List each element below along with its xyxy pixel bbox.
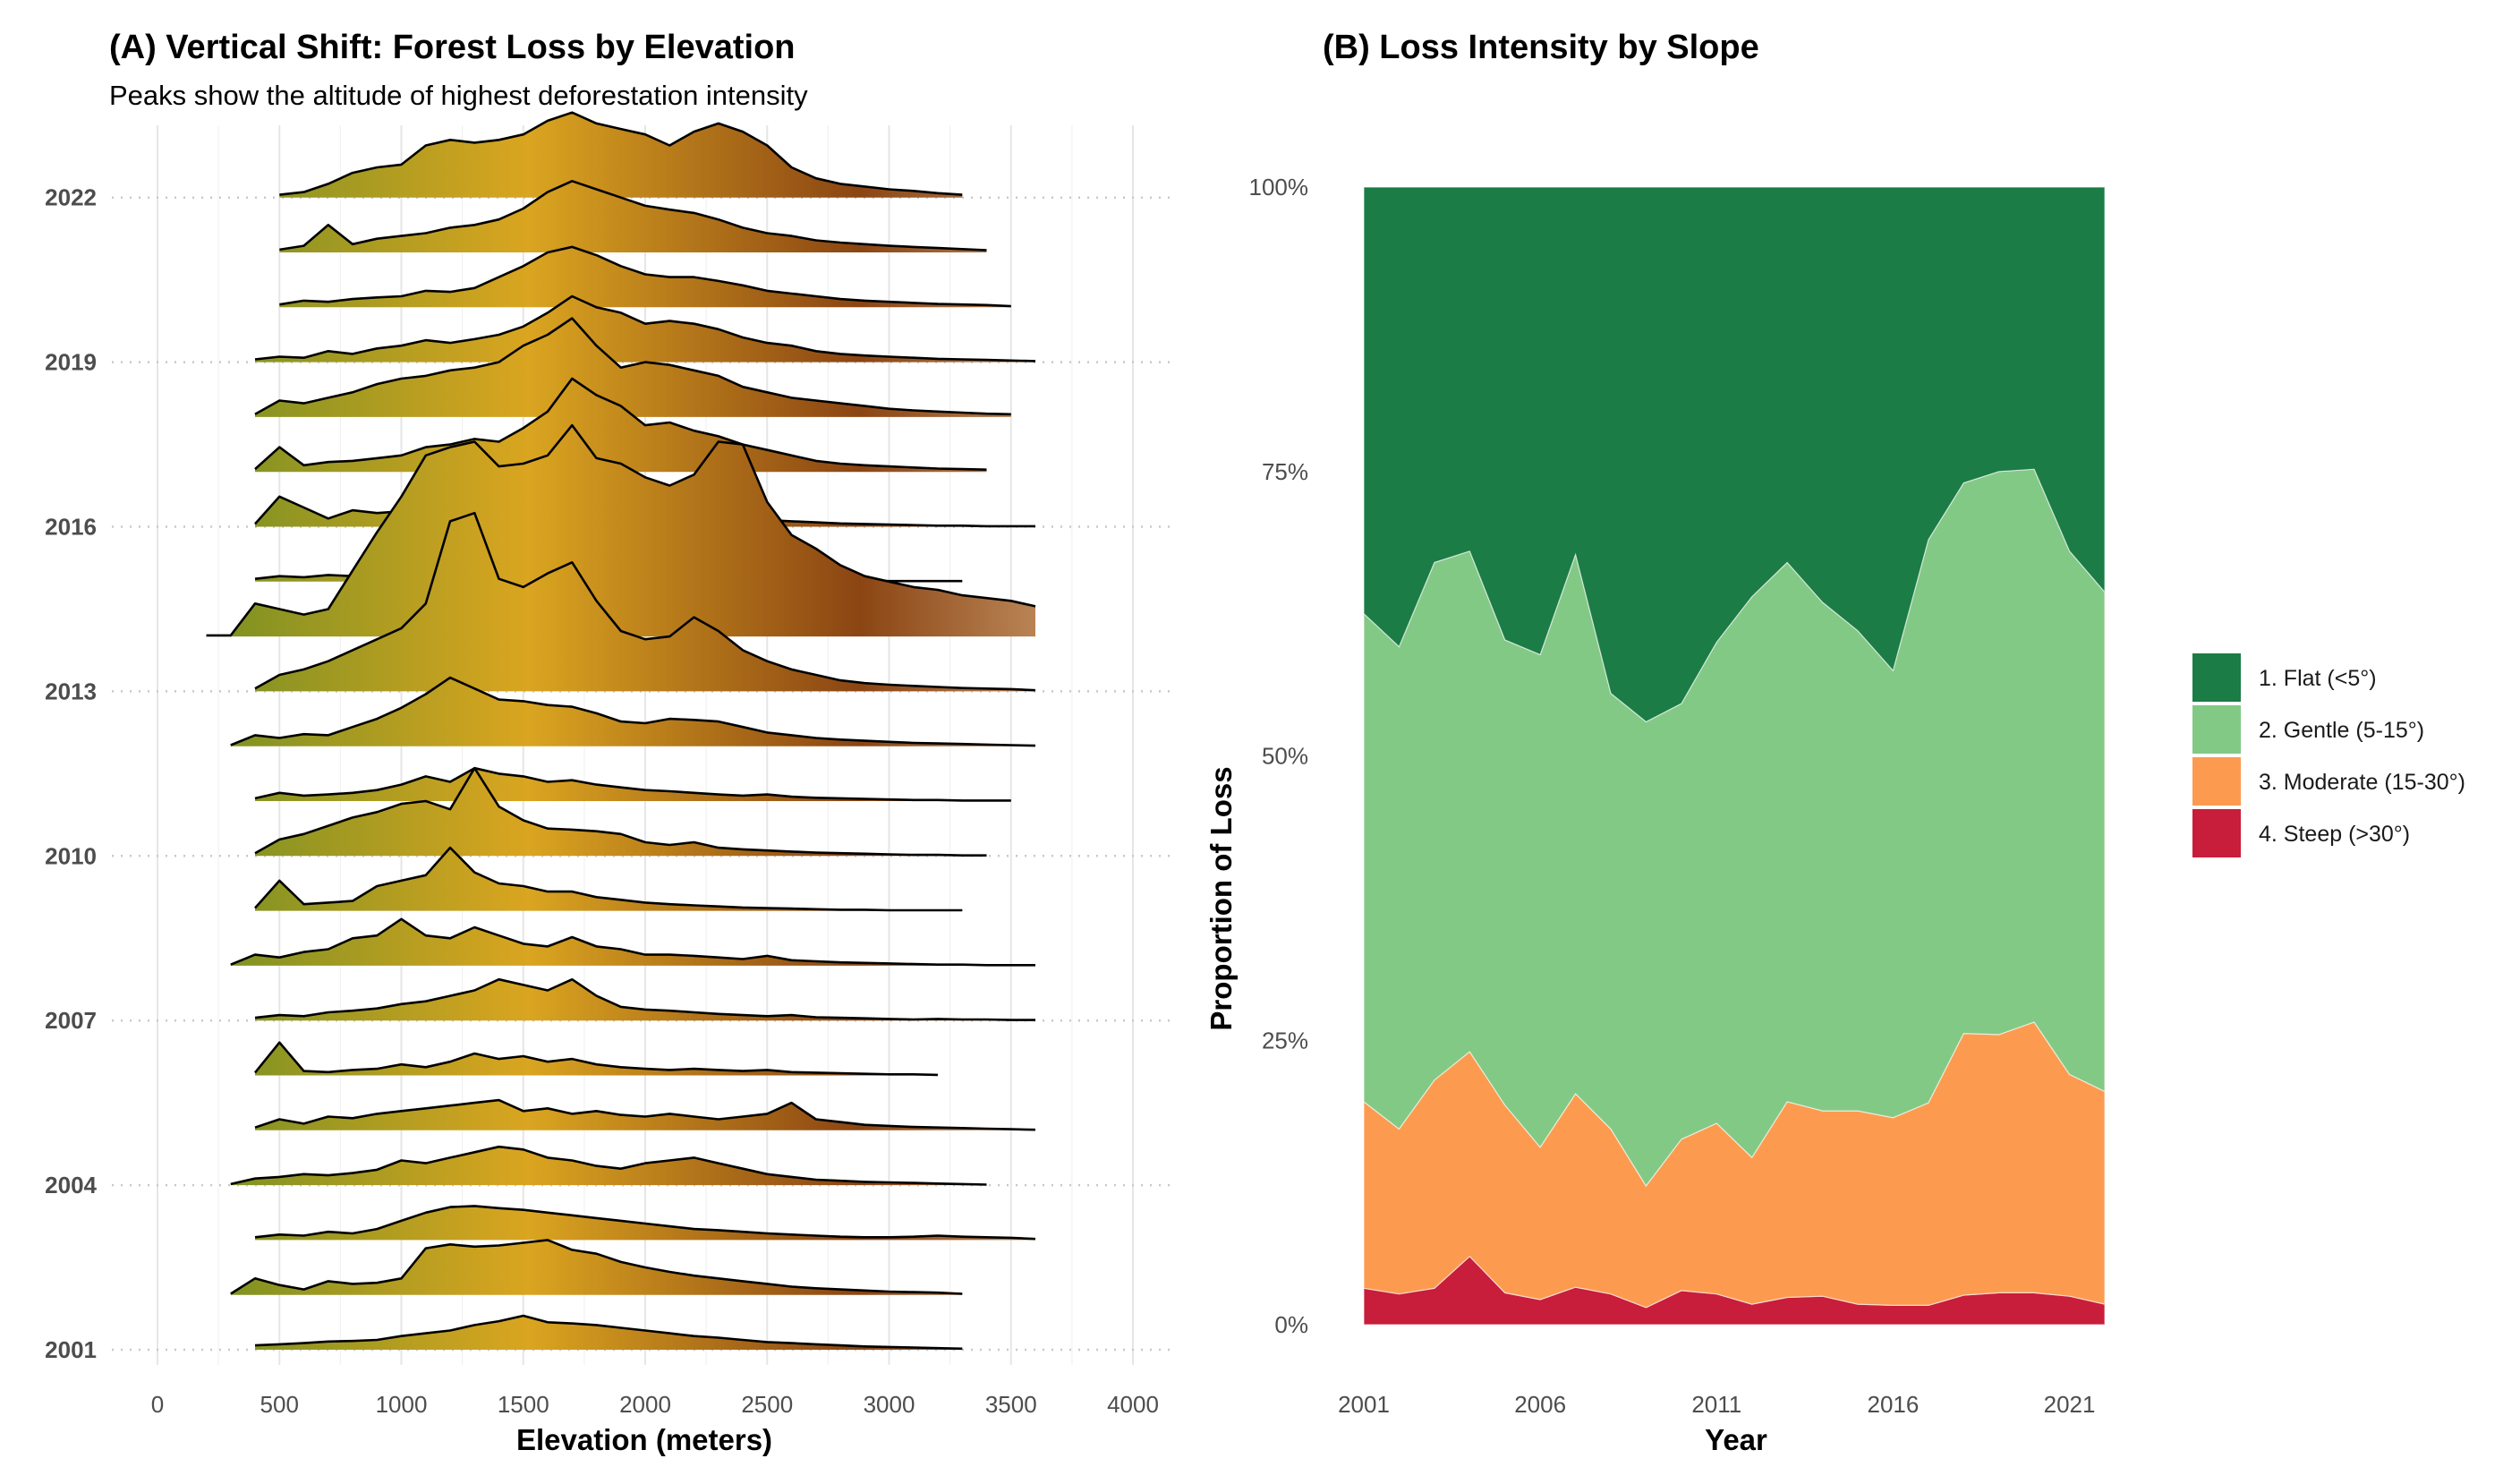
legend-label: 3. Moderate (15-30°) — [2259, 770, 2465, 795]
x-tick-label: 0 — [151, 1391, 164, 1418]
panel-b-x-ticks: 2001 2006 2011 2016 2021 — [1338, 1391, 2095, 1418]
y-tick-label: 0% — [1274, 1311, 1308, 1338]
x-tick-label: 1500 — [498, 1391, 549, 1418]
ridge-line-2010 — [254, 766, 987, 857]
ridge-line-2019 — [254, 294, 1036, 362]
ridge-line-2009 — [254, 846, 963, 912]
x-tick-label: 2500 — [741, 1391, 793, 1418]
y-tick-label-2022: 2022 — [45, 184, 97, 211]
ridge-fill-2010 — [255, 768, 987, 857]
panel-a-x-ticks: 0 500 1000 1500 2000 2500 3000 3500 4000 — [151, 1391, 1159, 1418]
x-tick-label: 2001 — [1338, 1391, 1390, 1418]
legend-label: 1. Flat (<5°) — [2259, 666, 2377, 691]
area-flat — [1363, 186, 2106, 723]
panel-a-x-label: Elevation (meters) — [516, 1423, 772, 1456]
ridge-fill-2003 — [255, 1206, 1035, 1241]
x-tick-label: 2000 — [619, 1391, 671, 1418]
x-tick-label: 3500 — [985, 1391, 1037, 1418]
panel-b-areas — [1363, 186, 2106, 1326]
panel-b-y-ticks: 0% 25% 50% 75% 100% — [1249, 174, 1309, 1338]
y-tick-label-2007: 2007 — [45, 1007, 97, 1034]
ridge-fill-2002 — [230, 1240, 963, 1295]
panel-a-subtitle: Peaks show the altitude of highest defor… — [109, 80, 808, 111]
x-tick-label: 2016 — [1868, 1391, 1920, 1418]
panel-b-y-label: Proportion of Loss — [1205, 766, 1238, 1030]
panel-a-title: (A) Vertical Shift: Forest Loss by Eleva… — [109, 29, 796, 66]
x-tick-label: 2006 — [1514, 1391, 1566, 1418]
y-tick-label: 75% — [1262, 458, 1308, 485]
ridge-line-2005 — [254, 1098, 1036, 1131]
ridge-fill-2011 — [255, 768, 1011, 801]
panel-a-y-ticks: 2001 2004 2007 2010 2013 2016 2019 2022 — [45, 184, 97, 1363]
x-tick-label: 2021 — [2044, 1391, 2096, 1418]
ridge-line-2013 — [254, 511, 1036, 692]
x-tick-label: 4000 — [1107, 1391, 1159, 1418]
panel-b-legend: 1. Flat (<5°) 2. Gentle (5-15°) 3. Moderat… — [2192, 653, 2465, 857]
ridge-fill-2017 — [255, 379, 987, 473]
ridge-line-2012 — [230, 676, 1036, 747]
legend-label: 4. Steep (>30°) — [2259, 822, 2410, 847]
ridge-line-2020 — [279, 245, 1011, 308]
ridge-line-2006 — [253, 1041, 939, 1077]
ridge-fill-2009 — [255, 848, 963, 911]
x-tick-label: 500 — [260, 1391, 299, 1418]
ridge-line-2018 — [254, 317, 1011, 416]
ridge-line-2001 — [254, 1314, 963, 1351]
ridge-line-2022 — [279, 111, 963, 196]
panel-b-x-label: Year — [1705, 1423, 1767, 1456]
ridge-fill-2012 — [230, 678, 1035, 746]
x-tick-label: 3000 — [864, 1391, 915, 1418]
ridge-fill-2013 — [255, 513, 1035, 692]
ridge-line-2007 — [254, 977, 1035, 1021]
y-tick-label-2001: 2001 — [45, 1336, 97, 1363]
x-tick-label: 2011 — [1691, 1391, 1741, 1418]
y-tick-label-2004: 2004 — [45, 1172, 97, 1198]
ridge-fill-2020 — [279, 246, 1011, 308]
y-tick-label: 100% — [1249, 174, 1309, 200]
ridge-line-2003 — [254, 1205, 1036, 1241]
y-tick-label: 25% — [1262, 1027, 1308, 1053]
ridge-fill-2007 — [255, 979, 1035, 1021]
legend-swatch — [2192, 757, 2241, 806]
ridge-fill-2001 — [255, 1316, 963, 1350]
ridge-fill-2008 — [230, 918, 1035, 966]
y-tick-label-2019: 2019 — [45, 349, 97, 376]
panel-a-ridges — [206, 111, 1036, 1351]
ridge-fill-2022 — [279, 112, 963, 198]
ridge-line-2008 — [230, 917, 1035, 967]
panel-b: (B) Loss Intensity by Slope 2001 2006 2011… — [1205, 29, 2465, 1456]
ridge-line-2014 — [206, 423, 1036, 637]
y-tick-label-2010: 2010 — [45, 842, 97, 869]
ridge-line-2011 — [254, 766, 1011, 802]
legend-swatch — [2192, 705, 2241, 754]
legend-label: 2. Gentle (5-15°) — [2259, 718, 2424, 743]
y-tick-label-2013: 2013 — [45, 678, 97, 704]
ridge-fill-2018 — [255, 318, 1011, 417]
legend-swatch — [2192, 809, 2241, 857]
ridge-fill-2004 — [230, 1147, 987, 1186]
panel-a: (A) Vertical Shift: Forest Loss by Eleva… — [45, 29, 1172, 1456]
y-tick-label-2016: 2016 — [45, 514, 97, 541]
ridge-fill-2021 — [279, 181, 987, 252]
ridge-line-2004 — [230, 1145, 987, 1186]
x-tick-label: 1000 — [376, 1391, 428, 1418]
y-tick-label: 50% — [1262, 743, 1308, 770]
ridge-line-2017 — [254, 377, 987, 471]
legend-swatch — [2192, 653, 2241, 702]
panel-b-title: (B) Loss Intensity by Slope — [1323, 29, 1759, 66]
ridge-fill-2019 — [255, 296, 1035, 362]
ridge-line-2021 — [279, 180, 987, 252]
ridge-line-2002 — [230, 1239, 963, 1295]
